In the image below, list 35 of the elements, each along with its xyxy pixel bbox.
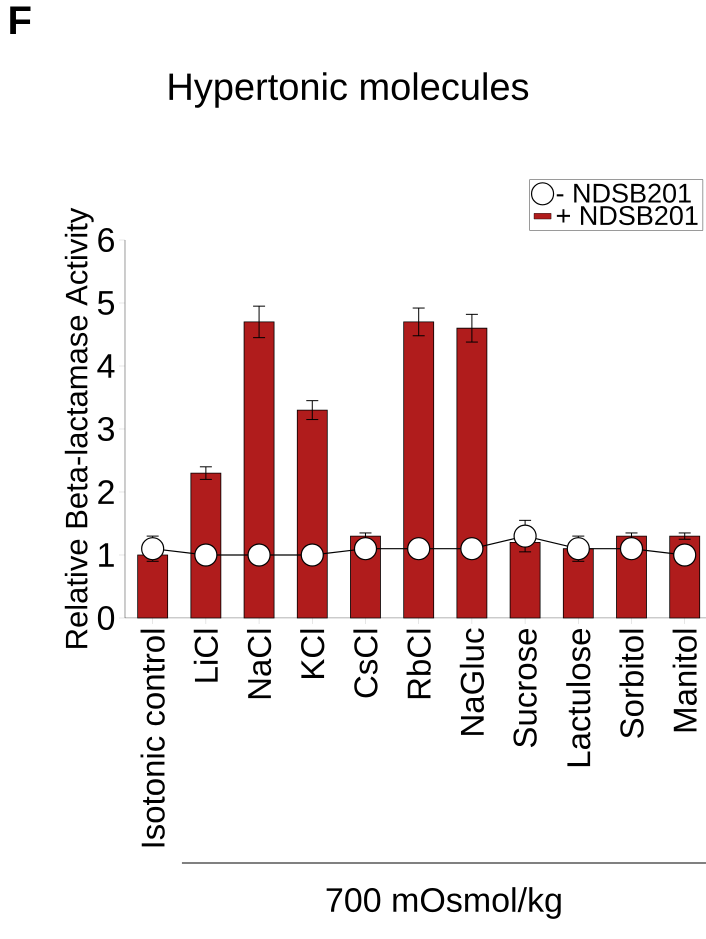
point [566, 537, 590, 560]
y-tick-label: 6 [98, 228, 114, 252]
x-tick-label: Sucrose [513, 629, 537, 748]
point [194, 543, 218, 567]
x-tick-label: Sorbitol [619, 630, 644, 738]
point [247, 543, 271, 567]
y-tick-label: 2 [98, 480, 114, 504]
point [141, 537, 164, 560]
point [620, 537, 644, 560]
x-tick-label: CsCl [353, 630, 378, 698]
y-axis-title: Relative Beta-lactamase Activity [64, 208, 94, 648]
x-tick-label: LiCl [194, 630, 218, 682]
y-tick-label: 3 [98, 416, 114, 442]
point [514, 524, 537, 548]
x-tick-label: KCl [300, 630, 324, 678]
y-tick-label: 5 [98, 291, 114, 315]
y-tick-label: 0 [98, 606, 114, 630]
point [407, 537, 430, 560]
point [673, 543, 696, 567]
legend-label: + NDSB201 [556, 206, 698, 226]
y-tick-label: 4 [97, 354, 114, 378]
x-tick-label: Lactulose [566, 629, 590, 766]
chart-title: Hypertonic molecules [169, 72, 528, 108]
x-tick-label: Isotonic control [140, 630, 165, 846]
x-tick-label: Manitol [672, 630, 697, 732]
point [460, 537, 484, 560]
x-tick-label: NaGluc [460, 628, 484, 735]
point [354, 537, 378, 560]
text: 700 mOsmol/kg [326, 887, 561, 919]
text: F [10, 6, 30, 34]
legend-label: - NDSB201 [556, 184, 691, 203]
point [300, 543, 324, 567]
y-tick-label: 1 [99, 543, 114, 567]
x-tick-label: NaCl [246, 630, 272, 698]
x-tick-label: RbCl [406, 630, 431, 698]
